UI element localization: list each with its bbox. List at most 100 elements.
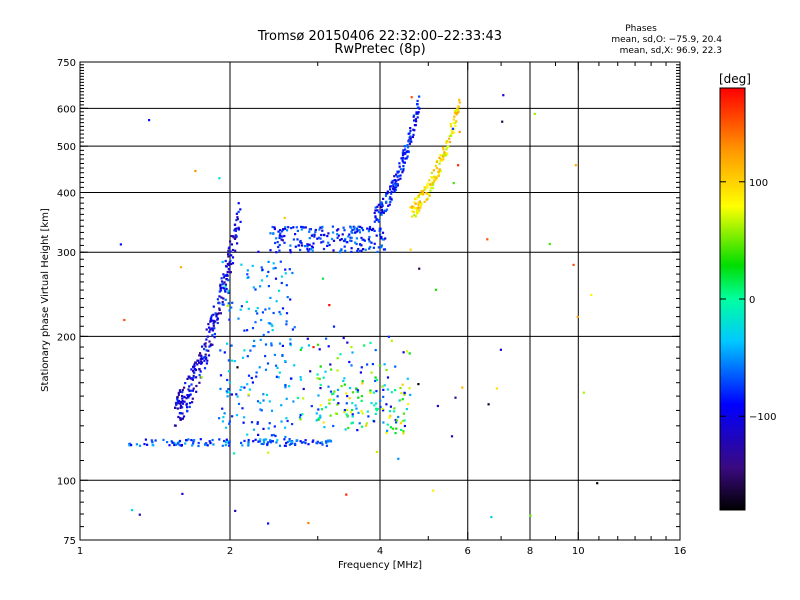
legend-title: Phases	[625, 24, 657, 34]
data-point	[224, 298, 227, 301]
data-point	[322, 376, 325, 379]
data-point	[389, 414, 392, 417]
data-point	[326, 235, 329, 238]
data-point	[322, 240, 325, 243]
data-point	[318, 348, 321, 351]
data-point	[227, 441, 230, 444]
data-point	[247, 439, 250, 442]
data-point	[375, 390, 378, 393]
data-point	[373, 242, 376, 245]
data-point	[327, 241, 330, 244]
data-point	[385, 403, 388, 406]
data-point	[343, 409, 346, 412]
data-point	[230, 393, 233, 396]
data-point	[413, 207, 416, 210]
data-point	[280, 235, 283, 238]
data-point	[340, 385, 343, 388]
data-point	[355, 230, 358, 233]
data-point	[270, 440, 273, 443]
data-point	[251, 381, 254, 384]
data-point	[380, 236, 383, 239]
data-point	[445, 141, 448, 144]
data-point	[220, 277, 223, 280]
data-point	[252, 440, 255, 443]
data-point	[390, 391, 393, 394]
data-point	[395, 173, 398, 176]
data-point	[382, 409, 385, 412]
data-point	[273, 227, 276, 231]
data-point	[235, 235, 238, 238]
data-point	[291, 271, 294, 275]
data-point	[382, 388, 385, 391]
data-point	[230, 235, 233, 238]
data-point	[267, 522, 270, 525]
data-point	[318, 228, 321, 231]
data-point	[420, 204, 423, 207]
data-point	[386, 388, 389, 391]
data-point	[402, 351, 405, 354]
chart-subtitle: RwPretec (8p)	[334, 42, 425, 57]
data-point	[367, 238, 370, 241]
data-point	[179, 404, 183, 408]
data-point	[297, 244, 301, 247]
data-point	[181, 492, 184, 495]
data-point	[275, 237, 278, 240]
data-point	[233, 229, 236, 232]
data-point	[360, 399, 363, 402]
data-point	[407, 132, 410, 135]
data-point	[303, 245, 307, 248]
data-point	[260, 442, 263, 445]
data-point	[211, 327, 215, 330]
data-point	[330, 368, 333, 371]
data-point	[332, 325, 336, 328]
data-point	[263, 441, 266, 444]
data-point	[453, 112, 457, 115]
data-point	[219, 289, 223, 292]
data-point	[205, 356, 208, 359]
data-point	[262, 399, 265, 402]
data-point	[357, 248, 360, 251]
data-point	[375, 218, 378, 222]
data-point	[209, 318, 212, 321]
data-point	[285, 320, 288, 323]
data-point	[395, 183, 398, 186]
data-point	[435, 176, 438, 179]
data-point	[392, 185, 395, 188]
data-point	[422, 192, 425, 195]
data-point	[200, 362, 203, 365]
data-point	[131, 509, 134, 512]
data-point	[211, 343, 214, 346]
data-point	[251, 327, 255, 330]
data-point	[529, 514, 532, 517]
data-point	[228, 422, 231, 425]
data-point	[247, 442, 250, 445]
data-point	[150, 439, 153, 442]
data-point	[275, 375, 278, 378]
data-point	[223, 287, 226, 290]
data-point	[246, 383, 249, 386]
data-point	[446, 146, 449, 149]
data-point	[289, 244, 292, 247]
data-point	[337, 228, 340, 231]
data-point	[380, 244, 383, 247]
data-point	[264, 355, 267, 358]
data-point	[299, 348, 302, 351]
data-point	[212, 324, 215, 327]
data-point	[356, 429, 359, 432]
data-point	[261, 268, 264, 271]
data-point	[302, 397, 305, 400]
data-point	[436, 404, 439, 408]
data-point	[199, 370, 202, 373]
data-point	[276, 366, 279, 369]
data-point	[320, 408, 323, 411]
data-point	[225, 438, 228, 441]
data-point	[243, 416, 246, 419]
data-point	[193, 371, 196, 374]
data-point	[277, 376, 280, 379]
data-point	[220, 296, 223, 299]
data-point	[209, 343, 212, 346]
data-point	[256, 307, 259, 310]
data-point	[327, 439, 330, 442]
data-point	[205, 442, 208, 445]
data-point	[226, 270, 229, 274]
